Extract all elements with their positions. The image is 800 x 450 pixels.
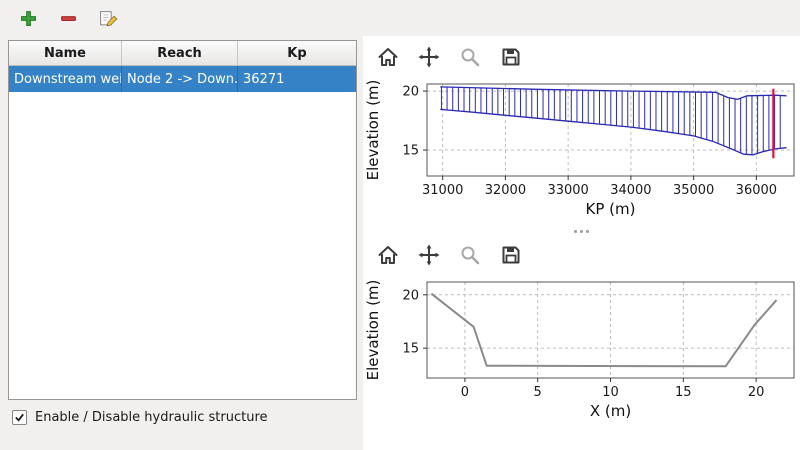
add-structure-button[interactable] xyxy=(16,6,40,30)
structures-table: Name Reach Kp Downstream weir Node 2 -> … xyxy=(8,40,357,400)
save-icon xyxy=(502,246,520,264)
svg-text:20: 20 xyxy=(748,385,765,400)
svg-text:15: 15 xyxy=(675,385,692,400)
zoom-button[interactable] xyxy=(457,242,483,268)
table-header-row: Name Reach Kp xyxy=(9,41,356,66)
svg-text:0: 0 xyxy=(461,385,469,400)
edit-structure-button[interactable] xyxy=(96,6,120,30)
save-button[interactable] xyxy=(498,44,524,70)
cell-kp: 36271 xyxy=(243,71,285,87)
home-button[interactable] xyxy=(375,242,401,268)
svg-text:20: 20 xyxy=(402,85,419,100)
checkbox-label[interactable]: Enable / Disable hydraulic structure xyxy=(35,409,268,425)
svg-text:15: 15 xyxy=(402,144,419,159)
home-icon xyxy=(378,48,398,66)
svg-text:33000: 33000 xyxy=(547,183,588,198)
pan-button[interactable] xyxy=(416,44,442,70)
main-toolbar xyxy=(0,0,800,36)
column-header-name[interactable]: Name xyxy=(9,41,122,65)
home-icon xyxy=(378,246,398,264)
chart-toolbar xyxy=(363,238,800,272)
svg-text:35000: 35000 xyxy=(673,183,714,198)
svg-text:5: 5 xyxy=(534,385,542,400)
cross-section-chart[interactable]: 0 5 10 15 20 15 20 X (m) Elevation (m) xyxy=(363,272,800,422)
enable-structure-checkbox[interactable] xyxy=(12,409,27,425)
pan-button[interactable] xyxy=(416,242,442,268)
pan-icon xyxy=(418,244,440,266)
column-header-reach[interactable]: Reach xyxy=(122,41,238,65)
svg-text:X (m): X (m) xyxy=(590,402,631,420)
svg-text:Elevation (m): Elevation (m) xyxy=(364,80,382,181)
svg-text:34000: 34000 xyxy=(610,183,651,198)
save-icon xyxy=(502,48,520,66)
pan-icon xyxy=(418,46,440,68)
footer: Enable / Disable hydraulic structure xyxy=(12,406,268,428)
kp-profile-chart[interactable]: 31000 32000 33000 34000 35000 36000 15 20 KP (m)… xyxy=(363,74,800,220)
table-row[interactable]: Downstream weir Node 2 -> Down... 36271 xyxy=(9,66,356,92)
cross-section-panel: 0 5 10 15 20 15 20 X (m) Elevation (m) xyxy=(363,238,800,426)
splitter-handle[interactable] xyxy=(363,226,800,236)
save-button[interactable] xyxy=(498,242,524,268)
zoom-button[interactable] xyxy=(457,44,483,70)
svg-text:10: 10 xyxy=(602,385,619,400)
svg-text:KP (m): KP (m) xyxy=(586,200,636,218)
remove-structure-button[interactable] xyxy=(56,6,80,30)
cell-name: Downstream weir xyxy=(9,66,122,92)
chart-toolbar xyxy=(363,40,800,74)
kp-profile-panel: 31000 32000 33000 34000 35000 36000 15 20 KP (m)… xyxy=(363,40,800,224)
zoom-icon xyxy=(461,48,480,67)
minus-icon xyxy=(60,15,76,21)
plus-icon xyxy=(20,10,36,26)
edit-icon xyxy=(99,10,117,26)
svg-text:15: 15 xyxy=(402,342,419,357)
cell-reach: Node 2 -> Down... xyxy=(122,66,238,92)
svg-text:Elevation (m): Elevation (m) xyxy=(364,280,382,381)
home-button[interactable] xyxy=(375,44,401,70)
svg-text:36000: 36000 xyxy=(736,183,777,198)
charts-area: 31000 32000 33000 34000 35000 36000 15 20 KP (m)… xyxy=(363,36,800,450)
column-header-kp[interactable]: Kp xyxy=(287,45,307,61)
svg-text:20: 20 xyxy=(402,288,419,303)
svg-text:32000: 32000 xyxy=(485,183,526,198)
checkmark-icon xyxy=(15,413,24,422)
svg-text:31000: 31000 xyxy=(422,183,463,198)
zoom-icon xyxy=(461,246,480,265)
